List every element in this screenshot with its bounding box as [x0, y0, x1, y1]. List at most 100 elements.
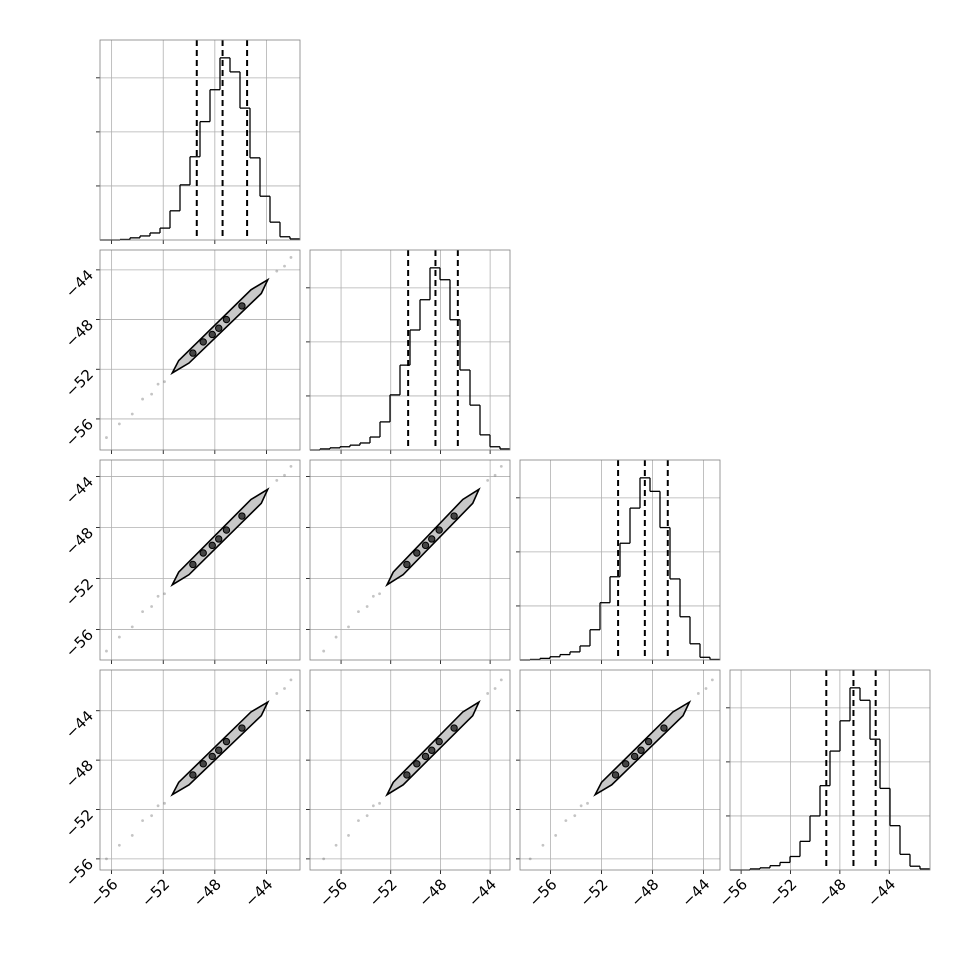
sample-point — [357, 610, 360, 613]
panel-frame — [309, 669, 511, 871]
sample-point — [150, 392, 154, 396]
density-peak — [644, 737, 653, 746]
density-peak — [222, 526, 231, 534]
sample-point — [105, 436, 108, 439]
sample-point — [117, 635, 121, 639]
density-peak — [435, 737, 443, 746]
sample-point — [289, 678, 293, 682]
density-peak — [189, 560, 197, 569]
sample-point — [163, 592, 166, 596]
sample-point — [156, 594, 160, 598]
density-peak — [222, 315, 231, 324]
sample-point — [357, 819, 360, 823]
sample-point — [486, 478, 490, 482]
sample-point — [275, 269, 279, 273]
density-peak — [215, 746, 223, 754]
density-peak — [660, 724, 668, 732]
density-peak — [421, 752, 430, 761]
density-peak — [403, 560, 411, 569]
panel-frame — [519, 669, 721, 871]
sample-point — [141, 819, 144, 823]
sample-point — [541, 843, 545, 847]
sample-point — [322, 857, 326, 861]
sample-point — [371, 804, 375, 808]
panel-frame — [99, 39, 301, 241]
density-peak — [413, 760, 421, 768]
density-peak — [199, 549, 207, 557]
panel-frame — [519, 459, 721, 661]
sample-point — [493, 473, 497, 477]
density-peak — [199, 760, 207, 768]
density-peak — [215, 324, 223, 332]
panel-frame — [729, 669, 931, 871]
sample-point — [696, 692, 700, 695]
sample-point — [322, 649, 326, 653]
density-peak — [189, 771, 197, 779]
density-peak — [413, 549, 421, 557]
sample-point — [347, 625, 350, 629]
sample-point — [141, 610, 144, 613]
density-peak — [630, 752, 639, 761]
panel-frame — [309, 459, 511, 661]
panel-frame — [99, 459, 301, 661]
sample-point — [554, 834, 558, 837]
density-peak — [208, 752, 216, 761]
sample-point — [499, 464, 503, 468]
density-peak — [222, 737, 231, 746]
sample-point — [289, 256, 293, 259]
sample-point — [283, 264, 286, 268]
density-peak — [428, 535, 436, 543]
density-peak — [450, 724, 458, 732]
sample-point — [117, 843, 121, 847]
sample-point — [365, 605, 369, 608]
density-peak — [238, 724, 246, 732]
sample-point — [130, 834, 134, 837]
sample-point — [150, 605, 154, 608]
sample-point — [163, 801, 166, 805]
density-peak — [450, 512, 458, 520]
sample-point — [283, 473, 286, 477]
sample-point — [275, 478, 279, 482]
sample-point — [564, 819, 568, 823]
density-peak — [637, 746, 645, 754]
sample-point — [334, 843, 338, 847]
density-peak — [238, 302, 246, 310]
sample-point — [486, 692, 490, 695]
sample-point — [710, 678, 714, 682]
sample-point — [499, 678, 503, 682]
sample-point — [163, 380, 166, 384]
sample-point — [704, 687, 708, 690]
density-peak — [215, 535, 223, 543]
panel-frame — [99, 249, 301, 451]
sample-point — [156, 804, 160, 808]
sample-point — [105, 857, 108, 861]
sample-point — [378, 801, 381, 805]
sample-point — [493, 687, 497, 690]
sample-point — [528, 857, 532, 861]
sample-point — [141, 397, 144, 401]
sample-point — [347, 834, 350, 837]
density-peak — [208, 541, 216, 550]
sample-point — [365, 814, 369, 818]
sample-point — [130, 412, 134, 416]
sample-point — [573, 814, 577, 818]
density-peak — [238, 512, 246, 520]
panel-frame — [309, 249, 511, 451]
density-peak — [208, 330, 216, 339]
sample-point — [130, 625, 134, 629]
sample-point — [105, 649, 108, 653]
sample-point — [334, 635, 338, 639]
density-peak — [199, 338, 207, 346]
sample-point — [586, 801, 589, 805]
panel-frame — [99, 669, 301, 871]
density-peak — [611, 771, 620, 779]
density-peak — [435, 526, 443, 534]
sample-point — [579, 804, 583, 808]
density-peak — [428, 746, 436, 754]
sample-point — [275, 692, 279, 695]
sample-point — [156, 382, 160, 386]
density-peak — [421, 541, 430, 550]
sample-point — [371, 594, 375, 598]
